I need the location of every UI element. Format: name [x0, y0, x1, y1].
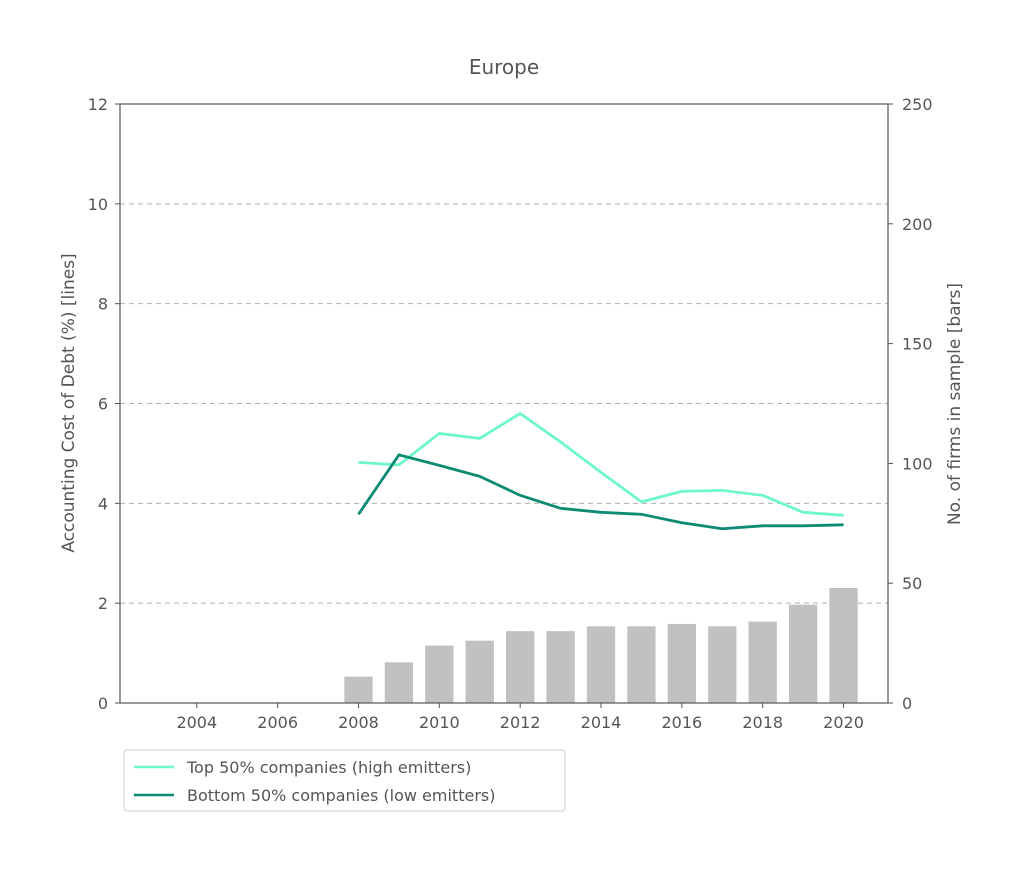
x-tick-label: 2010	[419, 713, 460, 732]
x-tick-label: 2018	[742, 713, 783, 732]
bar	[465, 640, 494, 703]
y-left-tick-label: 2	[98, 594, 108, 613]
line-series	[357, 412, 844, 531]
bar	[748, 621, 777, 703]
y-right-tick-label: 50	[902, 574, 922, 593]
y-right-tick-label: 0	[902, 694, 912, 713]
y-right-tick-label: 250	[902, 95, 933, 114]
legend-box	[123, 749, 566, 812]
line-top-50	[358, 412, 844, 517]
bar	[546, 631, 575, 703]
y-right-tick-label: 200	[902, 215, 933, 234]
x-tick-label: 2008	[338, 713, 379, 732]
x-tick-label: 2020	[823, 713, 864, 732]
y-left-tick-label: 10	[88, 195, 108, 214]
bar	[708, 626, 737, 703]
y-axis-right: 0 50 100 150 200 250	[888, 95, 933, 713]
x-tick-label: 2006	[257, 713, 298, 732]
x-axis: 2004 2006 2008 2010 2012 2014 2016 2018 2020	[176, 703, 864, 732]
y-left-tick-label: 8	[98, 295, 108, 314]
bar	[506, 631, 535, 703]
y-left-tick-label: 4	[98, 494, 108, 513]
bar	[586, 626, 616, 703]
legend: Top 50% companies (high emitters) Bottom…	[123, 749, 566, 812]
bar	[788, 604, 818, 703]
grid-lines	[120, 203, 888, 604]
line-bottom-50	[357, 453, 844, 531]
x-tick-label: 2004	[176, 713, 217, 732]
legend-label-top: Top 50% companies (high emitters)	[186, 758, 471, 777]
y-axis-right-label: No. of firms in sample [bars]	[945, 283, 965, 525]
bar	[667, 623, 696, 703]
x-tick-label: 2012	[500, 713, 541, 732]
y-axis-left: 0 2 4 6 8 10 12	[88, 95, 120, 713]
x-tick-label: 2014	[581, 713, 622, 732]
bar	[627, 626, 656, 703]
bar-series	[344, 587, 858, 703]
y-left-tick-label: 6	[98, 395, 108, 414]
y-left-tick-label: 0	[98, 694, 108, 713]
bar	[344, 676, 373, 703]
bar	[425, 645, 454, 703]
bar	[829, 587, 858, 703]
y-left-tick-label: 12	[88, 95, 108, 114]
chart-title: Europe	[469, 55, 539, 79]
legend-label-bottom: Bottom 50% companies (low emitters)	[187, 786, 495, 805]
x-tick-label: 2016	[661, 713, 702, 732]
y-right-tick-label: 100	[902, 454, 933, 473]
bar	[384, 662, 414, 703]
y-right-tick-label: 150	[902, 335, 933, 354]
y-axis-left-label: Accounting Cost of Debt (%) [lines]	[59, 253, 79, 552]
